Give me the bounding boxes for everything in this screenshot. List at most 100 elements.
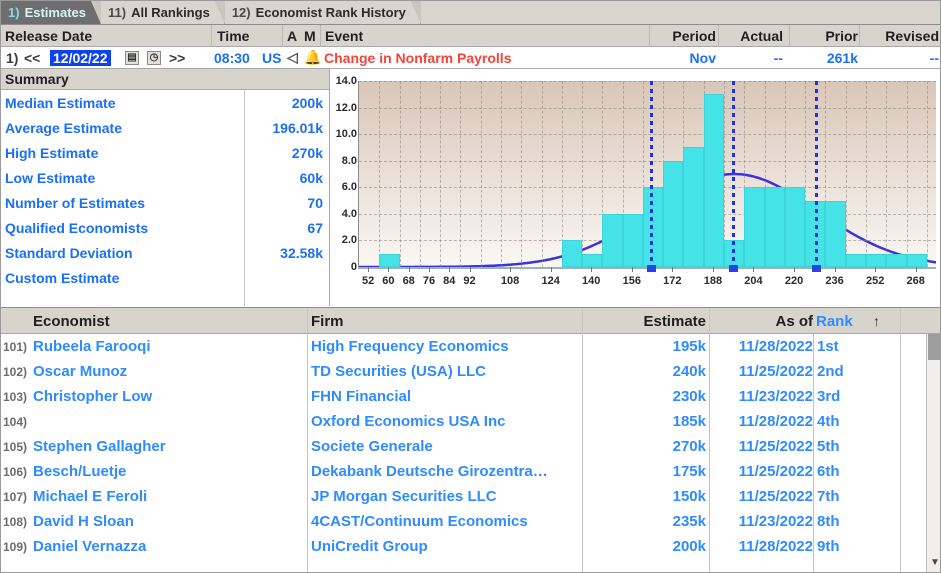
- chart-x-tick-label: 204: [744, 275, 763, 287]
- chart-marker-high-band: [814, 81, 818, 267]
- chart-bar: [683, 147, 704, 267]
- cell-num[interactable]: 102): [3, 364, 28, 379]
- cell-num[interactable]: 108): [3, 514, 28, 529]
- cell-estimate: 235k: [672, 513, 706, 530]
- th-firm[interactable]: Firm: [311, 312, 344, 330]
- chart-gridline-vertical: [379, 81, 381, 267]
- chart-bar: [582, 253, 603, 267]
- cell-firm: JP Morgan Securities LLC: [311, 488, 497, 505]
- cell-num[interactable]: 104): [3, 414, 28, 429]
- cell-economist: Daniel Vernazza: [33, 538, 147, 555]
- cell-num[interactable]: 105): [3, 439, 28, 454]
- chart-x-tick: [428, 267, 430, 272]
- summary-label: Average Estimate: [5, 119, 122, 136]
- tab-all-rankings[interactable]: 11) All Rankings: [101, 1, 225, 24]
- chart-x-tick-label: 108: [500, 275, 520, 287]
- calendar-icon[interactable]: ▤: [125, 47, 139, 68]
- tab-all-rankings-label: All Rankings: [131, 5, 210, 20]
- cell-firm: Societe Generale: [311, 438, 433, 455]
- prev-date-button[interactable]: <<: [24, 49, 41, 66]
- event-table-header: Release Date Time A M Event Period Actua…: [1, 25, 940, 47]
- table-row[interactable]: 102) Oscar Munoz TD Securities (USA) LLC 24…: [1, 359, 940, 384]
- scroll-down-icon[interactable]: ▼: [930, 557, 940, 568]
- chart-gridline-vertical: [460, 81, 462, 267]
- cell-asof: 11/28/2022: [738, 338, 813, 355]
- summary-label: Custom Estimate: [5, 269, 120, 286]
- tab-economist-rank-history[interactable]: 12) Economist Rank History: [225, 1, 421, 24]
- chart-marker-handle-median[interactable]: [729, 265, 739, 272]
- date-field[interactable]: 12/02/22: [50, 47, 111, 68]
- table-row[interactable]: 107) Michael E Feroli JP Morgan Securities…: [1, 484, 940, 509]
- th-asof[interactable]: As of: [775, 312, 814, 330]
- chart-x-tick: [510, 267, 512, 272]
- chart-x-tick: [915, 267, 917, 272]
- chart-x-tick-label: 60: [382, 275, 395, 287]
- tab-estimates[interactable]: 1) Estimates: [1, 1, 101, 24]
- chart-gridline-horizontal: [359, 107, 936, 109]
- cell-num[interactable]: 101): [3, 339, 28, 354]
- chart-gridline-vertical: [500, 81, 502, 267]
- chart-bar: [642, 187, 664, 267]
- chart-y-tick-label: 8.0: [341, 154, 357, 167]
- chart-x-tick-label: 140: [582, 275, 601, 287]
- scrollbar-thumb[interactable]: [928, 334, 940, 360]
- cell-rank: 2nd: [817, 363, 844, 380]
- th-divider-end: [900, 308, 901, 334]
- chart-gridline-vertical: [886, 81, 888, 267]
- event-row: 1) << 12/02/22 ▤ ◷ >> 08:30 US ◁ 🔔 Chang…: [1, 47, 940, 69]
- chart-x-tick-label: 236: [825, 275, 844, 287]
- tab-economist-rank-history-number: 12): [231, 5, 251, 20]
- alarm-icon[interactable]: 🔔: [304, 49, 322, 65]
- chart-bar: [602, 213, 623, 267]
- chart-x-tick-label: 268: [906, 275, 925, 287]
- table-row[interactable]: 105) Stephen Gallagher Societe Generale 270…: [1, 434, 940, 459]
- chart-bar: [784, 187, 806, 267]
- chart-x-tick-label: 68: [402, 275, 415, 287]
- table-row[interactable]: 101) Rubeela Farooqi High Frequency Econom…: [1, 334, 940, 359]
- chart-y-tick-label: 2.0: [341, 234, 357, 247]
- event-row-number[interactable]: 1): [6, 49, 19, 66]
- cell-rank: 7th: [817, 488, 840, 505]
- cell-estimate: 240k: [672, 363, 706, 380]
- summary-row-custom-estimate[interactable]: Custom Estimate: [1, 265, 329, 290]
- chart-y-tick-label: 0: [350, 261, 357, 273]
- th-rank[interactable]: Rank: [816, 312, 853, 330]
- table-row[interactable]: 103) Christopher Low FHN Financial 230k 11/2…: [1, 384, 940, 409]
- summary-label: Number of Estimates: [5, 194, 146, 211]
- table-row[interactable]: 106) Besch/Luetje Dekabank Deutsche Giroze…: [1, 459, 940, 484]
- cell-economist: Oscar Munoz: [33, 363, 128, 380]
- th-economist[interactable]: Economist: [33, 312, 110, 330]
- col-divider-asof: [709, 334, 710, 572]
- cell-asof: 11/25/2022: [738, 463, 813, 480]
- chart-y-tick-label: 10.0: [335, 128, 357, 141]
- chart-marker-handle-low-band[interactable]: [646, 265, 656, 272]
- cell-estimate: 185k: [672, 413, 706, 430]
- clock-icon[interactable]: ◷: [147, 47, 161, 68]
- table-scrollbar[interactable]: ▼: [926, 334, 940, 572]
- chart-x-tick-label: 172: [663, 275, 682, 287]
- table-row[interactable]: 108) David H Sloan 4CAST/Continuum Economi…: [1, 509, 940, 534]
- table-row[interactable]: 104) Oxford Economics USA Inc 185k 11/28/20…: [1, 409, 940, 434]
- table-row[interactable]: 109) Daniel Vernazza UniCredit Group 200k 11…: [1, 534, 940, 559]
- summary-label: Qualified Economists: [5, 219, 149, 236]
- summary-value: 196.01k: [272, 119, 323, 136]
- summary-label: Median Estimate: [5, 94, 116, 111]
- sort-ascending-icon[interactable]: ↑: [873, 313, 880, 329]
- chart-marker-handle-high-band[interactable]: [811, 265, 821, 272]
- summary-row-number-of-estimates: Number of Estimates 70: [1, 190, 329, 215]
- speaker-icon[interactable]: ◁: [287, 49, 298, 65]
- cell-num[interactable]: 107): [3, 489, 28, 504]
- th-divider-estimate: [582, 308, 583, 334]
- cell-num[interactable]: 103): [3, 389, 28, 404]
- tab-economist-rank-history-label: Economist Rank History: [255, 5, 406, 20]
- cell-firm: Oxford Economics USA Inc: [311, 413, 506, 430]
- event-name[interactable]: Change in Nonfarm Payrolls: [324, 49, 512, 66]
- cell-num[interactable]: 106): [3, 464, 28, 479]
- next-date-button[interactable]: >>: [169, 49, 186, 66]
- col-divider-table-end: [900, 334, 901, 572]
- th-estimate[interactable]: Estimate: [643, 312, 706, 330]
- chart-gridline-vertical: [541, 81, 543, 267]
- tab-bar-filler: [420, 1, 940, 24]
- summary-row-average-estimate: Average Estimate 196.01k: [1, 115, 329, 140]
- cell-num[interactable]: 109): [3, 539, 28, 554]
